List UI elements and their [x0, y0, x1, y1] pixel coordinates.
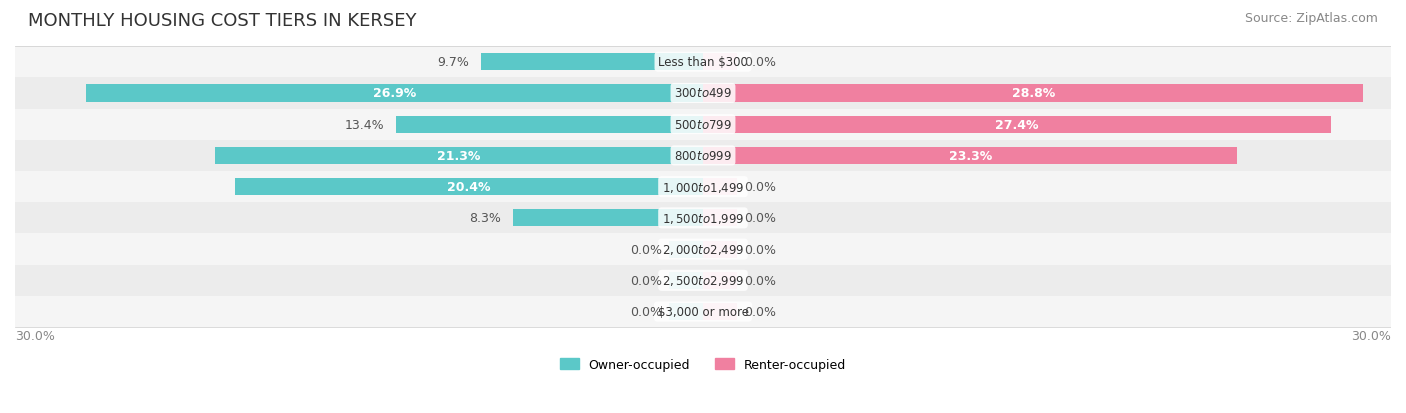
- Text: 30.0%: 30.0%: [1351, 329, 1391, 342]
- Text: 0.0%: 0.0%: [630, 243, 662, 256]
- Bar: [703, 147, 1237, 165]
- Bar: [669, 241, 703, 258]
- Text: $3,000 or more: $3,000 or more: [658, 305, 748, 318]
- Bar: [15, 140, 1391, 172]
- Bar: [15, 234, 1391, 265]
- Text: $800 to $999: $800 to $999: [673, 150, 733, 163]
- Text: 23.3%: 23.3%: [949, 150, 991, 163]
- Text: 0.0%: 0.0%: [744, 56, 776, 69]
- Text: 20.4%: 20.4%: [447, 181, 491, 194]
- Text: $300 to $499: $300 to $499: [673, 87, 733, 100]
- Text: $2,000 to $2,499: $2,000 to $2,499: [662, 242, 744, 256]
- Bar: [15, 203, 1391, 234]
- Bar: [703, 303, 737, 320]
- Text: 13.4%: 13.4%: [344, 119, 384, 131]
- Text: MONTHLY HOUSING COST TIERS IN KERSEY: MONTHLY HOUSING COST TIERS IN KERSEY: [28, 12, 416, 30]
- Text: 28.8%: 28.8%: [1011, 87, 1054, 100]
- Bar: [395, 116, 703, 133]
- Bar: [86, 85, 703, 102]
- Text: $500 to $799: $500 to $799: [673, 119, 733, 131]
- Text: 0.0%: 0.0%: [744, 181, 776, 194]
- Text: 21.3%: 21.3%: [437, 150, 481, 163]
- Text: 0.0%: 0.0%: [744, 305, 776, 318]
- Bar: [703, 210, 737, 227]
- Text: $1,000 to $1,499: $1,000 to $1,499: [662, 180, 744, 194]
- Bar: [703, 179, 737, 196]
- Bar: [15, 109, 1391, 140]
- Bar: [15, 78, 1391, 109]
- Legend: Owner-occupied, Renter-occupied: Owner-occupied, Renter-occupied: [555, 353, 851, 376]
- Text: 27.4%: 27.4%: [995, 119, 1039, 131]
- Text: $2,500 to $2,999: $2,500 to $2,999: [662, 274, 744, 287]
- Bar: [481, 54, 703, 71]
- Text: $1,500 to $1,999: $1,500 to $1,999: [662, 211, 744, 225]
- Bar: [15, 296, 1391, 328]
- Bar: [669, 272, 703, 289]
- Text: 9.7%: 9.7%: [437, 56, 470, 69]
- Bar: [15, 47, 1391, 78]
- Bar: [513, 210, 703, 227]
- Bar: [215, 147, 703, 165]
- Text: Source: ZipAtlas.com: Source: ZipAtlas.com: [1244, 12, 1378, 25]
- Text: Less than $300: Less than $300: [658, 56, 748, 69]
- Text: 0.0%: 0.0%: [744, 274, 776, 287]
- Text: 0.0%: 0.0%: [630, 305, 662, 318]
- Bar: [703, 272, 737, 289]
- Bar: [703, 85, 1364, 102]
- Bar: [669, 303, 703, 320]
- Bar: [703, 54, 737, 71]
- Text: 30.0%: 30.0%: [15, 329, 55, 342]
- Text: 0.0%: 0.0%: [744, 243, 776, 256]
- Bar: [15, 172, 1391, 203]
- Text: 26.9%: 26.9%: [373, 87, 416, 100]
- Text: 0.0%: 0.0%: [744, 212, 776, 225]
- Text: 8.3%: 8.3%: [470, 212, 501, 225]
- Bar: [235, 179, 703, 196]
- Text: 0.0%: 0.0%: [630, 274, 662, 287]
- Bar: [703, 116, 1331, 133]
- Bar: [15, 265, 1391, 296]
- Bar: [703, 241, 737, 258]
